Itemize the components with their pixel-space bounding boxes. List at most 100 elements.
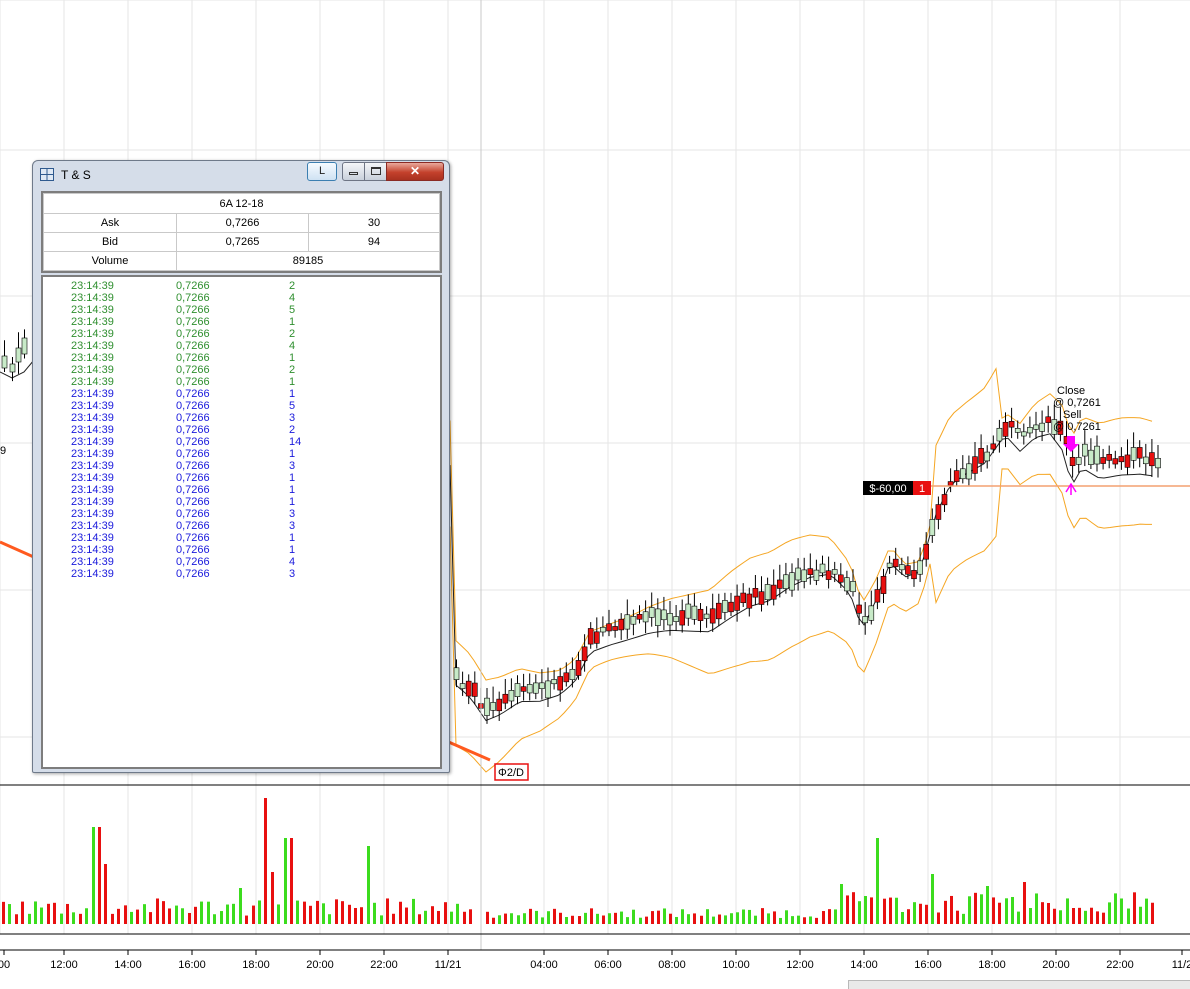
time-axis-label: 06:00 [594,959,622,971]
volume-bar-up [1005,898,1008,924]
trade-row: 23:14:39 0,7266 3 [43,460,440,472]
volume-bar-up [277,904,280,924]
volume-bar-up [175,905,178,924]
volume-bar-up [858,901,861,924]
volume-bar-down [1102,912,1105,924]
window-titlebar[interactable]: T & S L ✕ [33,161,449,187]
volume-bar-up [1108,902,1111,924]
candle-up [600,626,606,633]
candle-up [1,355,8,369]
candle-up [691,605,698,620]
trade-row: 23:14:39 0,7266 5 [43,400,440,412]
volume-bar-down [919,903,922,924]
candle-down [923,543,930,560]
quote-table: 6A 12-18 Ask 0,7266 30 Bid 0,7265 94 Vol… [43,193,440,271]
candle-up [1075,457,1082,465]
maximize-button[interactable] [364,162,387,181]
volume-bar-down [1151,902,1154,924]
trade-time: 23:14:39 [71,328,114,340]
candle-down [758,591,765,605]
candle-down [892,558,899,568]
candle-up [1039,422,1045,432]
trade-row: 23:14:39 0,7266 2 [43,424,440,436]
time-axis-label: 20:00 [1042,959,1070,971]
trade-time: 23:14:39 [71,388,114,400]
volume-bar-down [156,898,159,924]
candle-down [776,579,783,589]
candle-down [520,686,527,692]
trade-row: 23:14:39 0,7266 1 [43,376,440,388]
volume-bar-down [883,898,886,924]
volume-bar-up [687,914,690,924]
volume-bar-up [424,910,427,924]
volume-bar-up [931,874,934,924]
volume-bar-up [840,884,843,924]
volume-bar-up [620,911,623,924]
trade-price: 0,7266 [176,352,210,364]
candle-down [1002,421,1009,437]
candle-up [813,569,820,581]
chart-grid [0,0,1190,934]
candle-up [1033,424,1039,430]
volume-bar-up [834,909,837,924]
volume-bar-down [437,910,440,924]
volume-bar-down [245,915,248,924]
candle-up [1051,419,1058,435]
trade-time: 23:14:39 [71,520,114,532]
volume-bar-up [181,908,184,924]
volume-bar-down [341,901,344,924]
volume-bar-down [399,901,402,924]
link-button[interactable]: L [307,162,337,181]
time-and-sales-window[interactable]: T & S L ✕ 6A 12-18 Ask 0,7266 30 Bid 0,7… [32,160,450,773]
trades-tape[interactable]: 23:14:39 0,7266 2 23:14:39 0,7266 4 23:14:39 0,… [41,275,442,769]
horizontal-scrollbar[interactable] [848,980,1190,989]
candle-down [972,456,978,474]
candle-up [831,569,838,575]
volume-bar-up [626,917,629,924]
candle-down [502,693,509,704]
trade-time: 23:14:39 [71,472,114,484]
trade-row: 23:14:39 0,7266 1 [43,496,440,508]
trade-time: 23:14:39 [71,352,114,364]
volume-bar-down [761,908,764,924]
candle-up [685,603,692,619]
trade-price: 0,7266 [176,508,210,520]
trade-row: 23:14:39 0,7266 4 [43,292,440,304]
volume-bar-down [188,912,191,924]
time-axis-label: 00 [0,959,10,971]
trade-price: 0,7266 [176,472,210,484]
trade-time: 23:14:39 [71,532,114,544]
close-button[interactable]: ✕ [386,162,444,181]
candle-down [734,595,740,611]
volume-bar-down [822,911,825,924]
volume-bar-down [1047,902,1050,924]
trade-time: 23:14:39 [71,304,114,316]
volume-bar-down [907,909,910,924]
order-label[interactable]: Φ2/D [494,763,529,781]
trade-size: 1 [289,388,296,400]
time-axis: 00 12:00 14:00 16:00 18:00 20:00 22:00 11/21 04:… [0,950,1190,971]
candle-down [606,623,612,632]
candle-up [514,683,521,697]
time-axis-label: 14:00 [114,959,142,971]
minimize-button[interactable] [342,162,365,181]
buy-arrow-icon [1065,482,1077,495]
trade-size: 4 [289,340,296,352]
volume-bar-up [8,904,11,924]
volume-bar-down [1078,907,1081,924]
bid-row: Bid 0,7265 94 [43,232,440,252]
candle-down [905,565,911,575]
candle-down [978,448,984,464]
volume-bar-up [596,913,599,924]
volume-bar-down [309,905,312,924]
volume-bar-down [264,798,267,924]
volume-value: 89185 [176,251,440,271]
candle-up [526,684,533,694]
volume-bar-up [785,910,788,924]
volume-bar-down [846,895,849,924]
volume-bar-down [463,911,466,924]
volume-bar-up [864,896,867,924]
position-pnl-label[interactable]: $-60,00 1 [863,481,931,495]
volume-bar-down [117,908,120,924]
